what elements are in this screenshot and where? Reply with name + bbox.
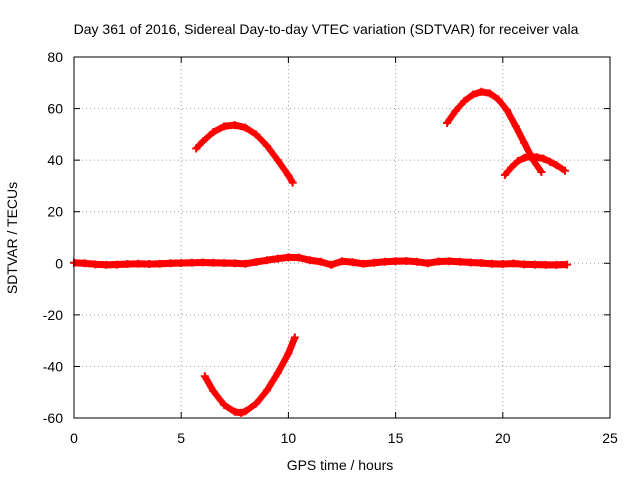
y-tick-label: 80 <box>47 49 63 65</box>
y-tick-label: 20 <box>47 204 63 220</box>
arc-lower-point <box>290 333 299 342</box>
x-tick-label: 0 <box>70 430 78 446</box>
y-tick-label: -20 <box>43 307 63 323</box>
grid-lines <box>74 57 610 418</box>
x-tick-label: 10 <box>281 430 297 446</box>
y-tick-label: -60 <box>43 410 63 426</box>
y-tick-label: -40 <box>43 358 63 374</box>
x-tick-label: 15 <box>388 430 404 446</box>
arc-upper-evening-point <box>537 168 546 177</box>
chart-title: Day 361 of 2016, Sidereal Day-to-day VTE… <box>74 21 579 37</box>
arc-upper-morning-point <box>288 178 297 187</box>
y-tick-label: 40 <box>47 152 63 168</box>
plot-frame <box>73 56 611 419</box>
y-tick-label: 0 <box>55 255 63 271</box>
data-points <box>70 87 572 417</box>
x-tick-label: 25 <box>602 430 618 446</box>
x-axis-label: GPS time / hours <box>287 457 394 473</box>
x-tick-label: 5 <box>177 430 185 446</box>
arc-upper-late-point <box>560 166 569 175</box>
x-tick-label: 20 <box>495 430 511 446</box>
baseline-point <box>563 260 572 269</box>
y-tick-label: 60 <box>47 101 63 117</box>
y-axis-label: SDTVAR / TECUs <box>4 182 20 294</box>
